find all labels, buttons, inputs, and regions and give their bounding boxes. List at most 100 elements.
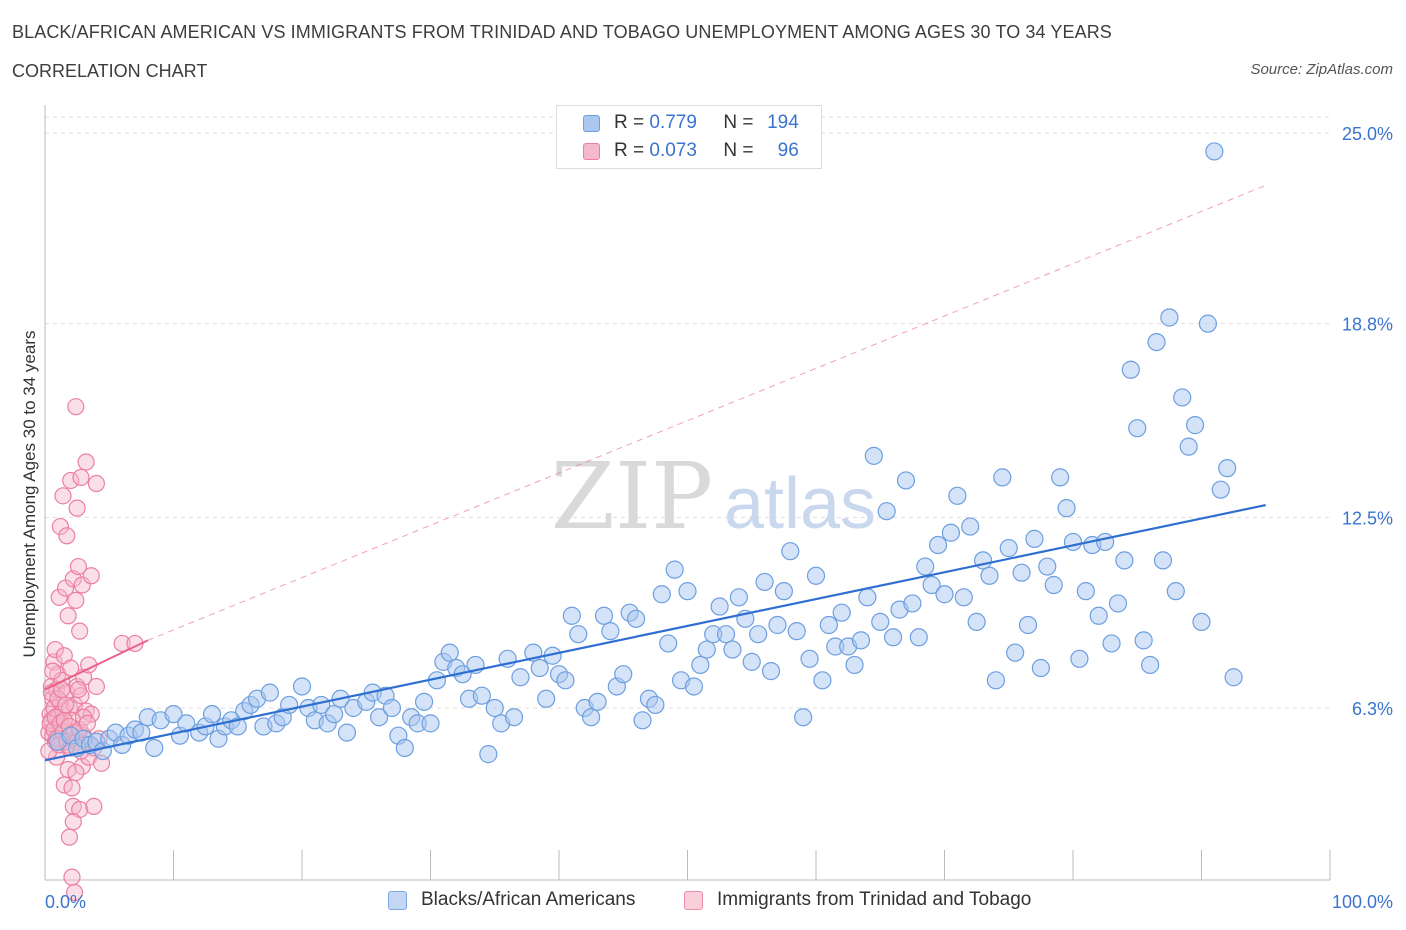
data-point-blacks: [755, 572, 774, 592]
trend-lines: [44, 184, 1266, 762]
data-point-blacks: [896, 471, 916, 490]
data-point-blacks: [774, 582, 793, 601]
data-point-blacks: [723, 640, 742, 659]
data-point-blacks: [562, 606, 581, 625]
data-point-blacks: [1160, 308, 1179, 327]
data-point-immigrants: [59, 607, 77, 625]
data-point-immigrants: [69, 680, 88, 699]
data-point-blacks: [421, 714, 440, 733]
data-point-blacks: [781, 542, 800, 561]
data-point-immigrants: [44, 662, 62, 680]
legend-row-immigrants: R = 0.073 N = 96: [583, 140, 799, 162]
legend-n-value: 96: [777, 140, 799, 161]
legend-swatch-pink: [583, 142, 600, 160]
data-point-blacks: [993, 468, 1012, 487]
data-point-immigrants: [65, 883, 84, 902]
data-point-blacks: [1205, 142, 1224, 161]
data-point-immigrants: [69, 557, 88, 576]
data-point-blacks: [806, 566, 826, 585]
data-point-blacks: [582, 708, 601, 727]
y-tick-label: 12.5%: [1342, 508, 1393, 528]
data-point-blacks: [665, 560, 684, 579]
data-point-blacks: [485, 698, 504, 718]
data-point-immigrants: [67, 398, 85, 416]
data-point-blacks: [588, 692, 607, 711]
data-point-blacks: [858, 588, 877, 607]
grid-lines: [45, 116, 1330, 709]
data-point-blacks: [325, 705, 344, 724]
watermark-atlas: atlas: [724, 464, 876, 544]
data-point-blacks: [530, 658, 549, 678]
axes: [44, 105, 1331, 881]
data-point-blacks: [1057, 499, 1076, 518]
data-point-blacks: [883, 628, 903, 647]
legend-item-blacks: Blacks/African Americans: [388, 889, 635, 911]
data-point-blacks: [1070, 649, 1089, 668]
legend-r-label: R =: [614, 112, 645, 133]
data-point-blacks: [414, 692, 434, 711]
data-point-blacks: [1102, 634, 1121, 653]
data-point-blacks: [382, 698, 402, 718]
x-tick-label: 0.0%: [45, 892, 86, 912]
data-point-blacks: [1153, 551, 1173, 570]
data-point-blacks: [652, 585, 671, 604]
data-point-immigrants: [72, 468, 90, 486]
data-point-blacks: [678, 582, 697, 601]
legend-n-label: N =: [723, 140, 754, 161]
watermark: ZIP atlas: [551, 443, 876, 550]
data-point-blacks: [768, 615, 787, 635]
data-point-blacks: [851, 631, 871, 650]
data-point-immigrants: [58, 527, 76, 545]
data-point-blacks: [1211, 480, 1230, 499]
data-point-immigrants: [62, 471, 80, 490]
data-point-blacks: [819, 615, 838, 635]
data-point-blacks: [1224, 668, 1243, 687]
data-point-immigrants: [63, 779, 81, 797]
correlation-legend: R = 0.779 N = 194 R = 0.073 N = 96: [556, 105, 822, 169]
data-point-blacks: [1198, 314, 1218, 333]
data-point-immigrants: [85, 797, 103, 815]
y-tick-label: 18.8%: [1342, 315, 1393, 335]
data-point-blacks: [986, 671, 1006, 690]
data-point-immigrants: [56, 696, 75, 714]
data-point-immigrants: [64, 813, 82, 831]
data-point-blacks: [646, 695, 665, 715]
data-point-blacks: [1192, 612, 1211, 632]
data-point-immigrants: [87, 474, 106, 493]
data-point-blacks: [999, 539, 1018, 558]
data-point-blacks: [1179, 437, 1198, 456]
data-point-blacks: [909, 628, 928, 647]
data-point-blacks: [961, 517, 980, 536]
data-point-blacks: [1128, 419, 1147, 438]
data-point-blacks: [845, 655, 864, 675]
data-point-blacks: [916, 557, 935, 576]
series-immigrants-trinidad-tobago: [40, 398, 144, 902]
data-point-blacks: [626, 609, 646, 628]
data-point-blacks: [659, 634, 678, 653]
data-point-immigrants: [67, 763, 85, 782]
tick-labels: 6.3% 12.5% 18.8% 25.0% 0.0% 100.0%: [45, 124, 1393, 912]
data-point-blacks: [832, 603, 851, 622]
data-point-blacks: [935, 585, 954, 604]
data-point-blacks: [614, 665, 633, 684]
data-point-blacks: [954, 588, 973, 607]
data-point-blacks: [537, 689, 556, 708]
data-point-blacks: [877, 502, 896, 521]
legend-swatch-blue: [583, 114, 600, 132]
chart-subtitle: CORRELATION CHART: [12, 61, 208, 81]
data-point-blacks: [794, 708, 813, 727]
data-point-blacks: [1006, 643, 1025, 662]
data-point-blacks: [292, 677, 312, 696]
data-point-immigrants: [51, 517, 70, 536]
trend-line-blacks: [44, 503, 1266, 762]
data-point-blacks: [1076, 582, 1095, 601]
data-point-blacks: [601, 622, 620, 641]
data-point-blacks: [800, 649, 819, 668]
data-point-blacks: [787, 622, 806, 641]
legend-n-label: N =: [723, 112, 754, 133]
data-point-immigrants: [60, 828, 79, 846]
data-point-blacks: [967, 612, 986, 632]
data-point-immigrants: [54, 487, 72, 505]
data-point-blacks: [164, 705, 183, 724]
data-point-blacks: [202, 705, 222, 724]
